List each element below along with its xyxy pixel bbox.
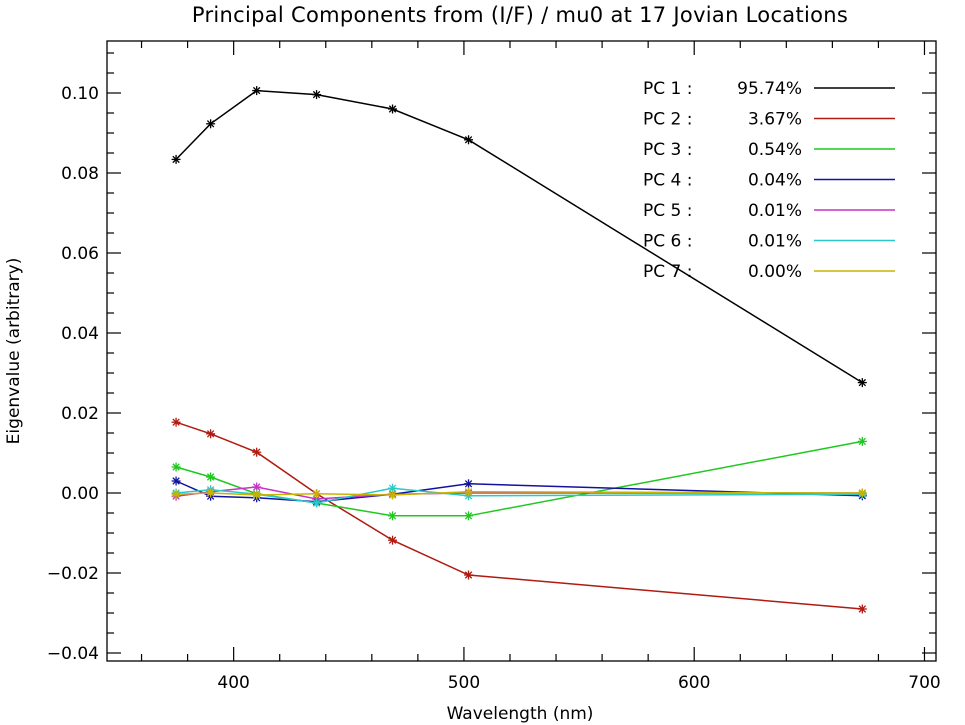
x-tick-label: 400 [217,673,249,693]
data-point [857,604,867,614]
y-tick-label: 0.04 [61,324,99,344]
axis-ticks: 400 500 600 700 −0.04 −0.02 0.00 0.02 0.04 0.06 0.… [47,41,941,693]
data-point [171,476,181,486]
legend-label: PC 7 : [643,262,692,282]
data-point [206,488,216,498]
y-tick-label: 0.00 [61,484,99,504]
series-3 [171,436,867,521]
x-tick-label: 700 [908,673,940,693]
plot-frame [106,40,937,662]
data-point [252,482,262,492]
data-point [206,119,216,129]
y-tick-label: −0.02 [47,564,99,584]
data-point [312,489,322,499]
data-point [171,417,181,427]
y-tick-label: −0.04 [47,644,99,664]
legend-percent: 0.54% [748,140,802,160]
series-layer [171,86,867,614]
data-point [464,135,474,145]
legend-label: PC 5 : [643,201,692,221]
data-point [464,487,474,497]
y-tick-label: 0.08 [61,164,99,184]
data-point [206,429,216,439]
legend-percent: 3.67% [748,110,802,130]
y-axis-label: Eigenvalue (arbitrary) [4,258,24,445]
legend-item: PC 2 : 3.67% [643,110,895,130]
legend-item: PC 1 : 95.74% [643,79,895,99]
data-point [206,472,216,482]
x-tick-label: 500 [448,673,480,693]
data-point [388,511,398,521]
data-point [171,462,181,472]
x-tick-label: 600 [678,673,710,693]
series-line [175,421,863,610]
legend-label: PC 6 : [643,232,692,252]
data-point [312,498,322,508]
legend: PC 1 : 95.74% PC 2 : 3.67% PC 3 : 0.54% PC 4 :… [643,79,895,282]
legend-item: PC 4 : 0.04% [643,171,895,191]
legend-percent: 95.74% [737,79,802,99]
data-point [464,479,474,489]
legend-item: PC 3 : 0.54% [643,140,895,160]
data-point [252,490,262,500]
legend-item: PC 5 : 0.01% [643,201,895,221]
y-tick-label: 0.10 [61,84,99,104]
series-7 [171,487,867,500]
data-point [171,489,181,499]
data-point [312,90,322,100]
legend-percent: 0.04% [748,171,802,191]
series-line [175,440,863,517]
legend-percent: 0.00% [748,262,802,282]
data-point [252,86,262,96]
data-point [252,447,262,457]
legend-label: PC 4 : [643,171,692,191]
y-tick-label: 0.02 [61,404,99,424]
legend-item: PC 7 : 0.00% [643,262,895,282]
data-point [171,154,181,164]
series-line [176,487,863,504]
x-axis-label: Wavelength (nm) [447,704,594,724]
legend-label: PC 2 : [643,110,692,130]
data-point [857,378,867,388]
y-tick-label: 0.06 [61,244,99,264]
data-point [388,104,398,114]
legend-label: PC 3 : [643,140,692,160]
legend-percent: 0.01% [748,201,802,221]
legend-percent: 0.01% [748,232,802,252]
data-point [464,511,474,521]
data-point [388,535,398,545]
data-point [464,570,474,580]
series-2 [171,417,867,614]
data-point [388,490,398,500]
legend-item: PC 6 : 0.01% [643,232,895,252]
legend-label: PC 1 : [643,79,692,99]
series-6 [171,483,867,508]
series-1 [171,86,867,388]
data-point [857,488,867,498]
chart-title: Principal Components from (I/F) / mu0 at… [192,3,848,27]
data-point [857,436,867,446]
